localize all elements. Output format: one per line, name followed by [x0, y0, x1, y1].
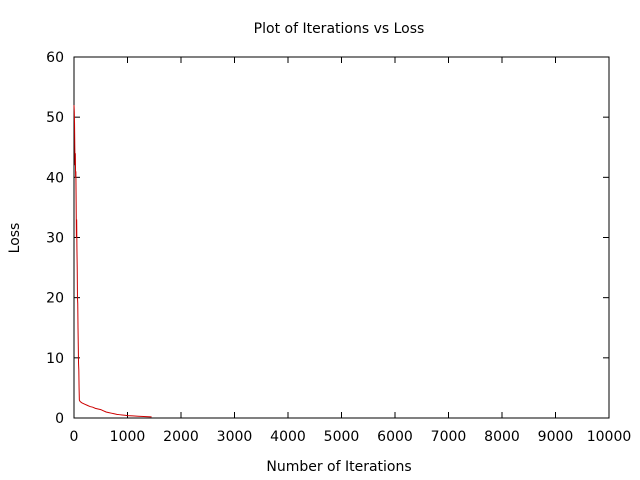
y-tick-label: 60	[46, 50, 64, 66]
y-tick-label: 40	[46, 170, 64, 186]
x-tick-label: 0	[70, 429, 79, 445]
x-tick-label: 2000	[163, 429, 199, 445]
x-axis-label: Number of Iterations	[266, 459, 411, 475]
x-tick-label: 8000	[484, 429, 520, 445]
x-tick-label: 3000	[217, 429, 253, 445]
chart-title: Plot of Iterations vs Loss	[254, 21, 425, 37]
x-tick-label: 10000	[587, 429, 632, 445]
y-tick-label: 30	[46, 231, 64, 247]
x-tick-label: 7000	[431, 429, 467, 445]
x-tick-label: 9000	[538, 429, 574, 445]
y-axis-label: Loss	[7, 223, 23, 254]
y-tick-label: 10	[46, 351, 64, 367]
plot-area-frame	[73, 56, 610, 419]
x-tick-label: 1000	[110, 429, 146, 445]
x-tick-label: 5000	[324, 429, 360, 445]
y-tick-label: 0	[55, 411, 64, 427]
loss-series-line	[73, 105, 152, 418]
y-tick-label: 20	[46, 291, 64, 307]
x-tick-label: 6000	[377, 429, 413, 445]
y-tick-label: 50	[46, 110, 64, 126]
x-tick-label: 4000	[270, 429, 306, 445]
